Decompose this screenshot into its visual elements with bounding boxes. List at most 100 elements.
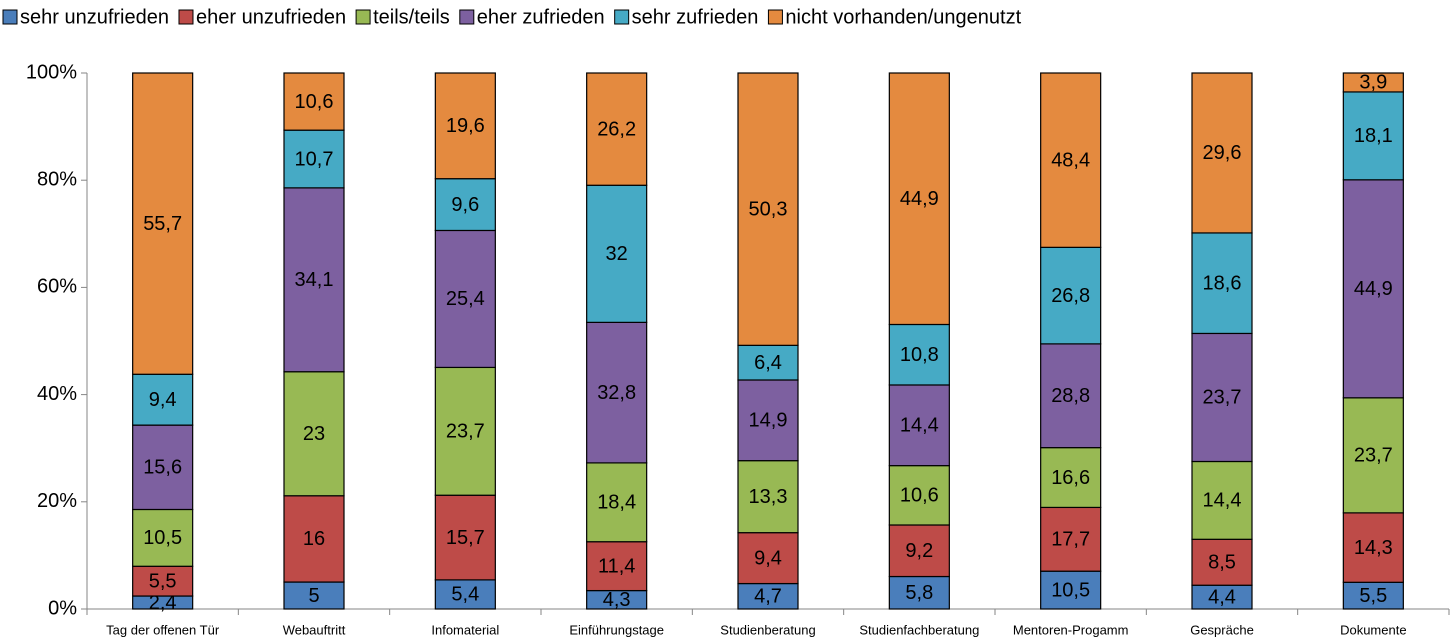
data-label: 26,8 [1051,285,1090,307]
y-tick-label: 100% [26,61,77,83]
data-label: 5,5 [1359,585,1387,607]
data-label: 15,7 [446,527,485,549]
data-label: 16,6 [1051,467,1090,489]
bar-segment [888,524,950,578]
data-label: 26,2 [597,118,636,140]
data-label: 55,7 [143,213,182,235]
data-label: 32 [606,243,628,265]
data-label: 9,2 [905,540,933,562]
data-label: 10,6 [295,91,334,113]
bar-segment [132,72,194,375]
bar-segment [434,494,496,581]
data-label: 9,6 [451,194,479,216]
bar-segment [283,581,345,610]
data-label: 34,1 [295,269,334,291]
data-label: 25,4 [446,288,485,310]
bar-segment [1040,506,1102,572]
bar-segment [1040,447,1102,509]
bar-segment [1191,538,1253,586]
data-label: 9,4 [754,547,782,569]
data-label: 4,4 [1208,586,1236,608]
data-label: 10,8 [900,344,939,366]
x-tick-label: Webauftritt [283,622,346,637]
bar-segment [434,366,496,496]
y-tick-label: 80% [37,168,77,190]
data-label: 28,8 [1051,385,1090,407]
bar-segment [434,72,496,180]
x-tick-label: Einführungstage [569,622,664,637]
x-tick-label: Mentoren-Progamm [1013,622,1129,637]
y-tick-label: 20% [37,490,77,512]
data-label: 44,9 [1354,278,1393,300]
data-label: 19,6 [446,115,485,137]
bar-segment [888,72,950,326]
data-label: 4,7 [754,586,782,608]
bar-segment [1342,581,1404,610]
bar-segment [1342,397,1404,514]
legend-label: eher zufrieden [477,6,605,28]
bar-segment [1191,460,1253,540]
bar-segment [1191,72,1253,234]
legend-swatch [355,9,371,25]
bar-segment [737,582,799,610]
data-label: 2,4 [149,592,177,614]
legend-swatch [459,9,475,25]
data-label: 18,1 [1354,125,1393,147]
data-label: 6,4 [754,352,782,374]
legend-label: sehr unzufrieden [20,6,169,28]
x-tick-label: Studienberatung [720,622,815,637]
legend-swatch [178,9,194,25]
data-label: 50,3 [749,198,788,220]
data-label: 16 [303,528,325,550]
bar-segment [586,462,648,543]
data-label: 10,6 [900,485,939,507]
bar-segment [434,229,496,369]
bar-segment [283,187,345,373]
data-label: 18,4 [597,492,636,514]
data-label: 44,9 [900,188,939,210]
data-label: 8,5 [1208,552,1236,574]
data-label: 23,7 [446,421,485,443]
bar-segment [132,508,194,567]
data-label: 10,5 [1051,579,1090,601]
bar-segment [1191,332,1253,463]
bar-segment [586,72,648,186]
data-label: 9,4 [149,389,177,411]
legend-swatch [2,9,18,25]
bar-segment [283,72,345,131]
x-tick-label: Studienfachberatung [859,622,979,637]
bar-segment [283,129,345,189]
bar-segment [283,495,345,583]
data-label: 5,4 [451,584,479,606]
bar-segment [737,72,799,346]
data-label: 32,8 [597,382,636,404]
bar-segment [888,323,950,386]
data-label: 29,6 [1203,142,1242,164]
y-tick-label: 40% [37,383,77,405]
data-label: 14,3 [1354,537,1393,559]
legend-label: sehr zufrieden [632,6,759,28]
bar-segment [434,579,496,610]
bar-segment [283,371,345,497]
y-tick-label: 60% [37,276,77,298]
bar-segment [132,373,194,426]
legend-swatch [767,9,783,25]
data-label: 3,9 [1359,72,1387,94]
data-label: 17,7 [1051,529,1090,551]
data-label: 4,3 [603,589,631,611]
bar-segment [132,565,194,597]
data-label: 15,6 [143,457,182,479]
legend-label: nicht vorhanden/ungenutzt [785,6,1021,28]
legend-swatch [614,9,630,25]
bar-segment [1342,512,1404,583]
bar-segment [1342,179,1404,399]
bar-segment [1040,246,1102,345]
data-label: 23,7 [1354,445,1393,467]
x-tick-label: Gespräche [1190,622,1254,637]
bar-segment [132,424,194,511]
data-label: 23 [303,423,325,445]
data-label: 10,5 [143,527,182,549]
bar-segment [888,384,950,467]
data-label: 18,6 [1203,272,1242,294]
